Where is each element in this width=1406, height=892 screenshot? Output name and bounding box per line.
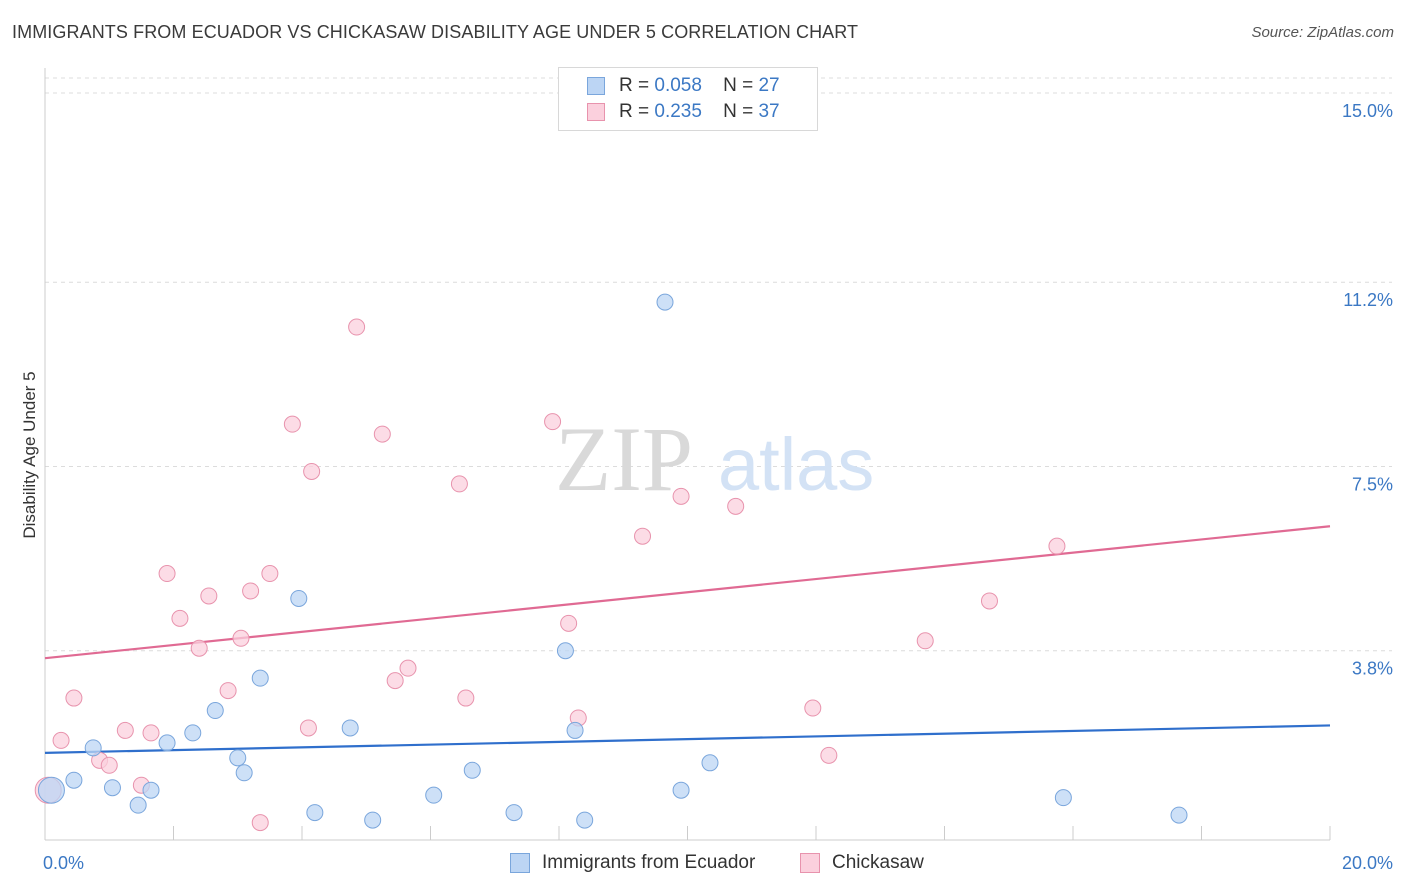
- data-point: [425, 786, 443, 804]
- bottom-legend-swatch-ecuador: [510, 853, 530, 873]
- data-point: [701, 754, 719, 772]
- data-point: [206, 702, 224, 720]
- data-point: [576, 811, 594, 829]
- data-point: [251, 814, 269, 832]
- data-point: [916, 632, 934, 650]
- watermark-atlas: atlas: [718, 423, 874, 506]
- data-point: [232, 629, 250, 647]
- data-point: [820, 746, 838, 764]
- data-point: [200, 587, 218, 605]
- data-point: [457, 689, 475, 707]
- data-point: [184, 724, 202, 742]
- data-point: [219, 682, 237, 700]
- legend-n-value: 37: [758, 101, 780, 122]
- chart-title: IMMIGRANTS FROM ECUADOR VS CHICKASAW DIS…: [12, 22, 859, 42]
- x-tick-label: 20.0%: [1342, 853, 1393, 873]
- data-point: [190, 639, 208, 657]
- data-point: [129, 796, 147, 814]
- trend-line: [44, 724, 1331, 754]
- data-point: [450, 475, 468, 493]
- bottom-legend-label-chickasaw: Chickasaw: [832, 852, 924, 873]
- data-point: [283, 415, 301, 433]
- data-point: [306, 804, 324, 822]
- data-point: [560, 614, 578, 632]
- data-point: [727, 497, 745, 515]
- data-point: [544, 413, 562, 431]
- legend-swatch-chickasaw: [587, 103, 605, 121]
- data-point: [65, 771, 83, 789]
- data-point: [656, 293, 674, 311]
- data-point: [158, 565, 176, 583]
- data-point: [364, 811, 382, 829]
- data-point: [303, 462, 321, 480]
- data-point: [348, 318, 366, 336]
- data-point: [804, 699, 822, 717]
- data-point: [1054, 789, 1072, 807]
- data-point: [242, 582, 260, 600]
- data-point: [235, 764, 253, 782]
- legend-swatch-ecuador: [587, 77, 605, 95]
- x-tick-label: 0.0%: [43, 853, 84, 873]
- data-point: [1048, 537, 1066, 555]
- data-point: [171, 609, 189, 627]
- data-point: [290, 589, 308, 607]
- watermark: ZIP atlas: [555, 408, 874, 510]
- legend-r-label: R =: [619, 101, 650, 122]
- axes: [44, 68, 1331, 841]
- data-point: [556, 642, 574, 660]
- data-point: [116, 721, 134, 739]
- y-tick-label: 3.8%: [1352, 659, 1393, 679]
- legend-r-value: 0.058: [654, 75, 702, 96]
- data-point: [672, 781, 690, 799]
- y-tick-label: 15.0%: [1342, 101, 1393, 121]
- data-point: [103, 779, 121, 797]
- data-point: [634, 527, 652, 545]
- data-point: [341, 719, 359, 737]
- data-point: [52, 731, 70, 749]
- trend-line: [44, 525, 1331, 660]
- y-axis-title: Disability Age Under 5: [20, 371, 39, 538]
- data-point: [261, 565, 279, 583]
- data-point: [65, 689, 83, 707]
- trend-lines: [44, 525, 1331, 754]
- legend-box: R = 0.058 N = 27 R = 0.235 N = 37: [558, 67, 818, 131]
- bottom-legend-label-ecuador: Immigrants from Ecuador: [542, 852, 756, 873]
- data-point: [229, 749, 247, 767]
- data-point: [505, 804, 523, 822]
- data-point: [399, 659, 417, 677]
- y-tick-label: 7.5%: [1352, 474, 1393, 494]
- data-point: [672, 487, 690, 505]
- data-point: [251, 669, 269, 687]
- data-point: [980, 592, 998, 610]
- legend-n-value: 27: [758, 75, 780, 96]
- data-point: [299, 719, 317, 737]
- data-point: [37, 776, 65, 804]
- data-point: [100, 756, 118, 774]
- data-point: [84, 739, 102, 757]
- legend-r-label: R =: [619, 75, 650, 96]
- y-tick-label: 11.2%: [1343, 290, 1393, 310]
- data-points: [34, 293, 1188, 832]
- data-point: [142, 781, 160, 799]
- legend-n-label: N =: [723, 75, 754, 96]
- bottom-legend-swatch-chickasaw: [800, 853, 820, 873]
- legend-n-label: N =: [723, 101, 754, 122]
- grid-lines: [45, 77, 1392, 652]
- watermark-zip: ZIP: [555, 408, 693, 510]
- data-point: [1170, 806, 1188, 824]
- data-point: [566, 721, 584, 739]
- data-point: [142, 724, 160, 742]
- data-point: [463, 761, 481, 779]
- data-point: [158, 734, 176, 752]
- chart-source: Source: ZipAtlas.com: [1251, 24, 1394, 41]
- tick-labels: 3.8% 7.5% 11.2% 15.0% 0.0% 20.0%: [43, 101, 1393, 873]
- data-point: [386, 672, 404, 690]
- data-point: [373, 425, 391, 443]
- legend-r-value: 0.235: [654, 101, 702, 122]
